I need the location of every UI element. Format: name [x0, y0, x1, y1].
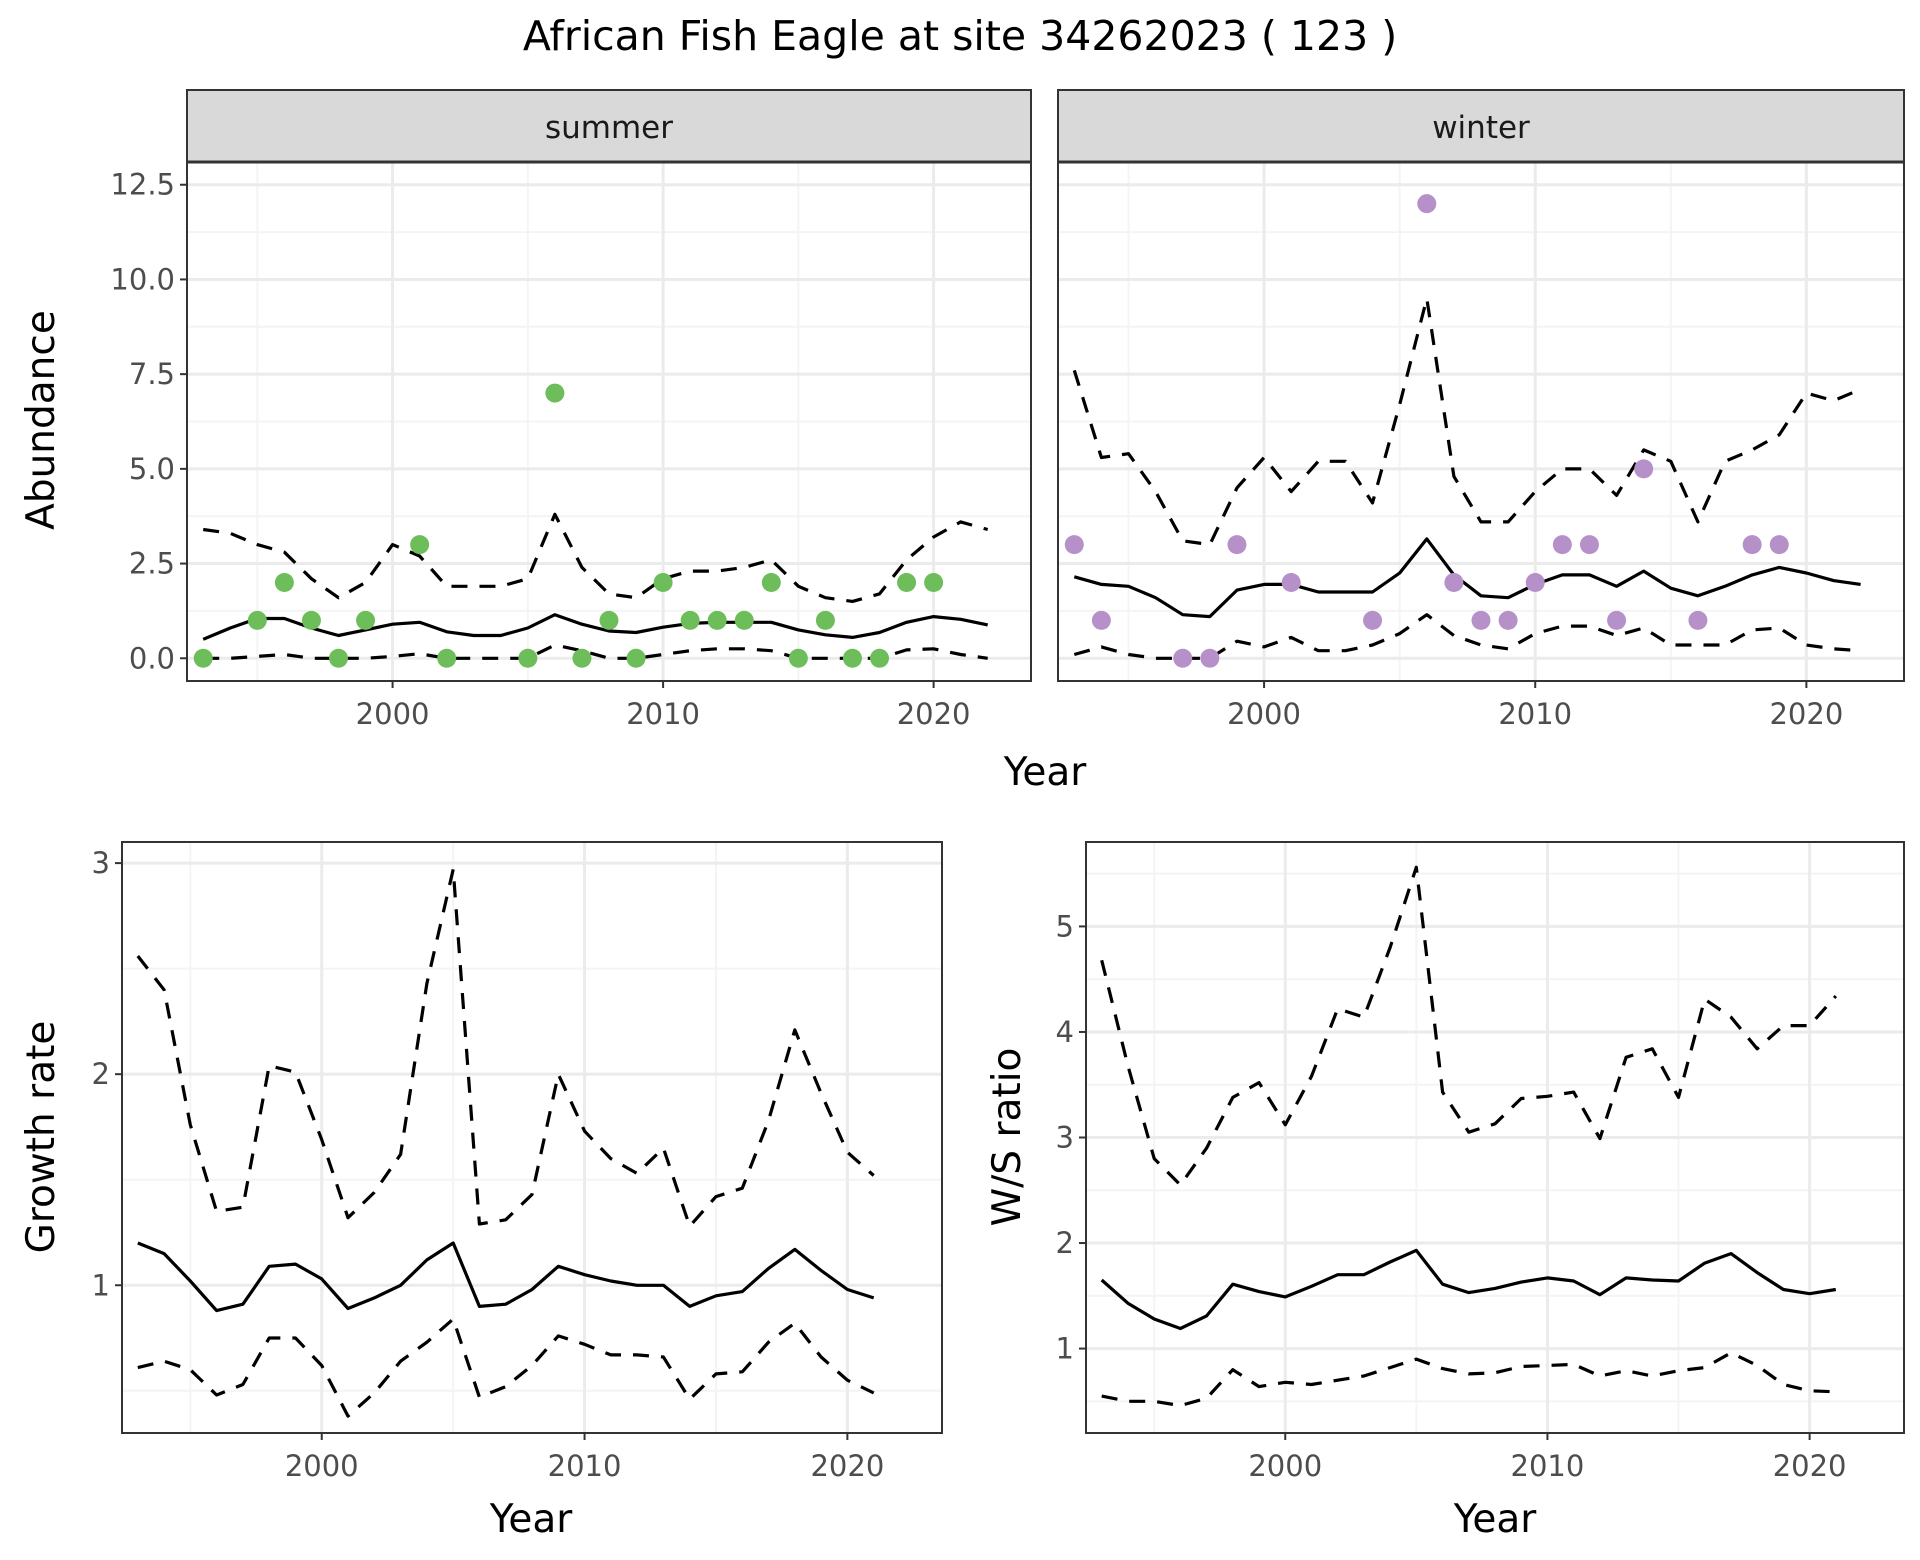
y-tick-label: 7.5 [129, 357, 175, 391]
facet-strip [1057, 89, 1905, 163]
data-point [545, 383, 565, 403]
data-point [924, 573, 944, 593]
abundance-x-axis-title: Year [1003, 750, 1088, 795]
x-tick-label: 2020 [1773, 1449, 1847, 1483]
y-tick-label: 2 [92, 1057, 110, 1091]
facet-winter-panel: winter 2000 2010 2020 [1057, 89, 1905, 731]
data-point [1607, 610, 1627, 630]
data-point [1200, 648, 1220, 668]
series-line-lower [1073, 613, 1861, 660]
series-line-lower [203, 643, 988, 660]
data-point [815, 610, 835, 630]
data-point [734, 610, 754, 630]
data-point [410, 535, 430, 555]
x-tick-label: 2020 [1769, 697, 1843, 731]
y-tick-label: 1 [92, 1268, 110, 1302]
x-tick-label: 2010 [1498, 697, 1572, 731]
facet-strip-label: summer [545, 110, 673, 146]
ws-x-axis-title: Year [1453, 1497, 1538, 1542]
data-point [761, 573, 781, 593]
x-tick-label: 2000 [1227, 697, 1301, 731]
data-point [1498, 610, 1518, 630]
series-line-mean [202, 613, 989, 641]
series-line-lower [1101, 1351, 1836, 1408]
data-point [1525, 573, 1545, 593]
data-point [572, 648, 592, 668]
data-point [1091, 610, 1111, 630]
data-point [193, 648, 213, 668]
facet-strip-label: winter [1432, 110, 1530, 146]
facet-summer-panel: summer 2000 2010 2020 0.0 2.5 5.0 7.5 10.0 12.5 [110, 89, 1032, 731]
data-point [1227, 535, 1247, 555]
y-tick-label: 3 [92, 846, 110, 880]
data-point [1444, 573, 1464, 593]
series-line-upper [202, 512, 989, 604]
data-point [1471, 610, 1491, 630]
data-point [328, 648, 348, 668]
y-tick-label: 2 [1056, 1226, 1074, 1260]
y-tick-label: 5.0 [129, 452, 175, 486]
data-point [1363, 610, 1383, 630]
data-point [1064, 535, 1084, 555]
series-line-mean [1073, 537, 1861, 619]
data-point [1688, 610, 1708, 630]
facet-strip [186, 89, 1032, 163]
data-point [1552, 535, 1572, 555]
y-tick-label: 10.0 [110, 262, 175, 296]
data-point [247, 610, 267, 630]
x-tick-label: 2010 [548, 1449, 622, 1483]
data-point [1742, 535, 1762, 555]
x-tick-label: 2000 [356, 697, 430, 731]
data-point [356, 610, 376, 630]
x-tick-label: 2000 [285, 1449, 359, 1483]
series-line-lower [137, 1317, 875, 1418]
abundance-y-axis-title: Abundance [19, 310, 64, 530]
figure-title: African Fish Eagle at site 34262023 ( 12… [523, 12, 1397, 60]
data-point [680, 610, 700, 630]
y-tick-label: 3 [1056, 1121, 1074, 1155]
panel-background [122, 842, 942, 1433]
data-point [274, 573, 294, 593]
data-point [1634, 459, 1654, 479]
growth-rate-panel: 2000 2010 2020 1 2 3 [92, 841, 943, 1483]
y-tick-label: 2.5 [129, 547, 175, 581]
data-point [1417, 194, 1437, 214]
data-point [842, 648, 862, 668]
y-tick-label: 1 [1056, 1332, 1074, 1366]
x-tick-label: 2020 [810, 1449, 884, 1483]
data-point [301, 610, 321, 630]
series-line-upper [1072, 296, 1862, 547]
data-point [870, 648, 890, 668]
data-point [599, 610, 619, 630]
panel-border [121, 841, 943, 1434]
data-point [1579, 535, 1599, 555]
y-tick-label: 5 [1056, 909, 1074, 943]
data-point [1769, 535, 1789, 555]
series-line-upper [1100, 865, 1837, 1187]
x-tick-label: 2010 [626, 697, 700, 731]
x-tick-label: 2000 [1248, 1449, 1322, 1483]
data-point [437, 648, 457, 668]
ws-y-axis-title: W/S ratio [985, 1048, 1030, 1227]
series-line-mean [137, 1241, 875, 1313]
growth-y-axis-title: Growth rate [19, 1021, 64, 1254]
data-point [897, 573, 917, 593]
ws-ratio-panel: 2000 2010 2020 1 2 3 4 5 [1056, 841, 1905, 1483]
growth-x-axis-title: Year [489, 1497, 574, 1542]
y-tick-label: 12.5 [110, 168, 175, 202]
data-point [707, 610, 727, 630]
data-point [1281, 573, 1301, 593]
data-point [788, 648, 808, 668]
series-line-upper [136, 867, 875, 1228]
data-point [653, 573, 673, 593]
data-point [1173, 648, 1193, 668]
series-line-mean [1100, 1248, 1837, 1331]
x-tick-label: 2020 [897, 697, 971, 731]
y-tick-label: 4 [1056, 1015, 1074, 1049]
x-tick-label: 2010 [1511, 1449, 1585, 1483]
data-point [518, 648, 538, 668]
y-tick-label: 0.0 [129, 641, 175, 675]
data-point [626, 648, 646, 668]
